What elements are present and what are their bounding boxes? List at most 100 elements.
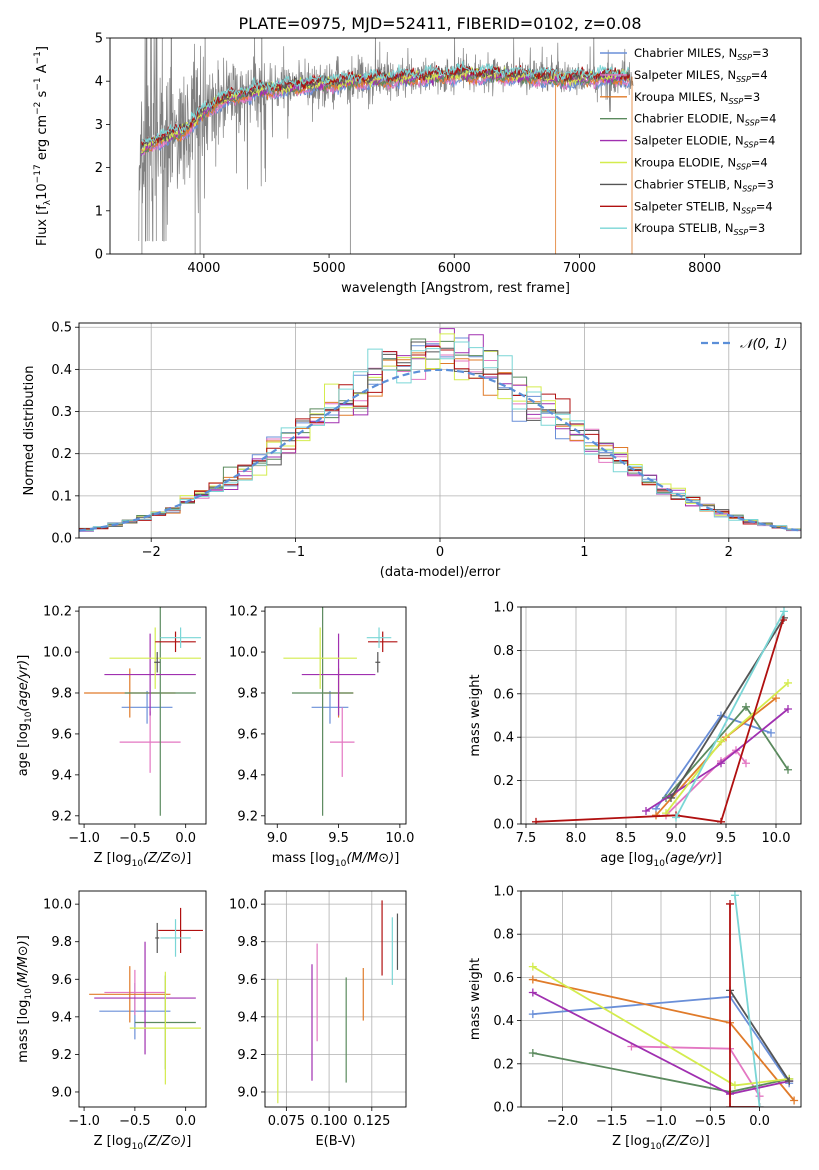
age_vs_mass-panel: 9.0 9.5 10.0 9.2 9.4 9.6 9.8 10.0 10.2 mass [log1…: [229, 605, 414, 869]
y-tick-label: 4: [95, 75, 103, 90]
series-point: [528, 1049, 537, 1057]
y-tick-label: 10.0: [229, 646, 258, 661]
weight_vs_Z-panel: −2.0 −1.5 −1.0 −0.5 0.0 0.0 0.2 0.4 0.6 0.8 1.0 Z […: [468, 885, 802, 1152]
residuals-panel: −2 −1 0 1 2 0.0 0.1 0.2 0.3 0.4 0.5 (data-model)/er…: [22, 321, 802, 580]
y-tick-label: 9.0: [51, 1085, 72, 1100]
x-tick-label: 0.0: [175, 831, 196, 846]
series-point: [642, 806, 650, 815]
series-line: [535, 619, 784, 823]
series-line: [729, 989, 790, 1082]
figure-title: PLATE=0975, MJD=52411, FIBERID=0102, z=0…: [238, 14, 641, 33]
x-tick-label: 4000: [187, 261, 220, 276]
y-tick-label: 0: [95, 248, 103, 263]
x-tick-label: 0.0: [175, 1114, 196, 1129]
y-tick-label: 10.0: [43, 646, 72, 661]
errorbar-salpeter_elodie: [104, 633, 196, 716]
series-line: [675, 610, 785, 818]
series-kroupa_stelib: [672, 607, 788, 822]
axes-frame: [520, 606, 802, 825]
spectrum-panel: 4000 5000 6000 7000 8000 0 1 2 3 4 5 wavelength [An…: [33, 32, 802, 296]
y-tick-label: 9.6: [237, 727, 258, 742]
y-tick-label: 9.6: [237, 973, 258, 988]
y-tick-label: 0.4: [493, 1014, 514, 1029]
y-tick-label: 0.0: [493, 1101, 514, 1116]
series-point: [784, 704, 792, 713]
weight_vs_Z-grid: [521, 890, 801, 1108]
x-tick-label: 1: [580, 545, 588, 560]
observed-spectrum: [138, 38, 634, 254]
y-tick-label: 0.3: [51, 405, 72, 420]
series-point: [667, 793, 675, 802]
weight_vs_age-plot-area: [532, 607, 792, 824]
x-tick-label: −2.0: [547, 1114, 579, 1129]
x-tick-label: −0.5: [119, 1114, 151, 1129]
age_vs_Z-plot-area: [84, 607, 201, 816]
series-point: [784, 678, 792, 687]
x-tick-label: 0.075: [268, 1114, 305, 1129]
y-tick-label: 9.2: [51, 1048, 72, 1063]
errorbar-kroupa_elodie: [283, 627, 357, 689]
x-tick-label: 10.0: [762, 831, 791, 846]
errorbar-salpeter_miles: [329, 707, 355, 777]
errorbar-salpeter_stelib: [155, 631, 196, 653]
y-tick-label: 10.2: [229, 605, 258, 620]
x-axis-label: Z [log10(Z/Z⊙)]: [94, 1134, 192, 1152]
y-tick-label: 9.2: [51, 809, 72, 824]
y-tick-label: 0.8: [493, 644, 514, 659]
series-point: [717, 737, 725, 746]
errorbar-kroupa_stelib: [366, 627, 392, 648]
errorbar-chabrier_miles: [311, 690, 349, 724]
x-tick-label: −0.5: [695, 1114, 727, 1129]
x-tick-label: 8.0: [566, 831, 587, 846]
series-point: [742, 702, 750, 711]
y-tick-label: 0.8: [493, 928, 514, 943]
spectrum-plot-area: [138, 38, 634, 254]
errorbar-chabrier_elodie: [124, 607, 196, 816]
series-point: [726, 899, 735, 908]
y-tick-label: 9.8: [51, 935, 72, 950]
y-tick-label: 9.6: [51, 973, 72, 988]
y-axis-label: Flux [fλ10−17 erg cm−2 s−1 A−1]: [33, 46, 53, 246]
errorbar-salpeter_elodie: [94, 941, 196, 1055]
y-axis-label: mass weight: [468, 958, 483, 1040]
errorbar-chabrier_stelib: [155, 922, 160, 953]
legend-entry-salpeter_stelib: Salpeter STELIB, NSSP=4: [634, 199, 773, 215]
y-tick-label: 9.4: [237, 1010, 258, 1025]
model-spectrum-chabrier_stelib: [140, 65, 630, 149]
series-point: [528, 975, 537, 984]
y-axis-label: Normed distribution: [22, 366, 37, 496]
series-point: [790, 1096, 799, 1105]
x-tick-label: 5000: [313, 261, 346, 276]
axes-frame: [78, 606, 207, 825]
series-point: [717, 817, 725, 824]
series-line: [729, 904, 760, 1107]
errorbar-kroupa_stelib: [160, 919, 191, 957]
weight_vs_Z-plot-area: [528, 891, 799, 1107]
errorbar-salpeter_miles: [119, 711, 181, 773]
mass_vs_ebv-panel: 0.075 0.100 0.125 9.0 9.2 9.4 9.6 9.8 10.0 E(B-V): [229, 890, 407, 1149]
x-tick-label: 9.5: [716, 831, 737, 846]
y-tick-label: 0.4: [51, 363, 72, 378]
legend-entry-kroupa_elodie: Kroupa ELODIE, NSSP=4: [634, 156, 768, 172]
y-tick-label: 1: [95, 204, 103, 219]
series-point: [672, 813, 680, 822]
y-tick-label: 0.6: [493, 687, 514, 702]
axes-frame: [78, 322, 802, 539]
y-tick-label: 9.4: [51, 1010, 72, 1025]
y-tick-label: 0.5: [51, 321, 72, 336]
series-point: [730, 891, 739, 900]
errorbar-salpeter_miles: [104, 969, 166, 1015]
x-axis-label: mass [log10(M/M⊙)]: [272, 851, 400, 869]
spectrum-legend: Chabrier MILES, NSSP=3 Salpeter MILES, NS…: [600, 46, 776, 237]
y-tick-label: 1.0: [493, 885, 514, 900]
x-tick-label: 0: [436, 545, 444, 560]
y-tick-label: 9.2: [237, 1048, 258, 1063]
x-tick-label: −1.0: [68, 831, 100, 846]
series-point: [755, 1103, 764, 1107]
y-tick-label: 10.2: [43, 605, 72, 620]
errorbar-chabrier_elodie: [291, 607, 354, 816]
normal-curve: [79, 368, 801, 532]
y-tick-label: 9.4: [51, 768, 72, 783]
x-axis-label: Z [log10(Z/Z⊙)]: [612, 1134, 710, 1152]
y-axis-label: mass weight: [468, 674, 483, 756]
